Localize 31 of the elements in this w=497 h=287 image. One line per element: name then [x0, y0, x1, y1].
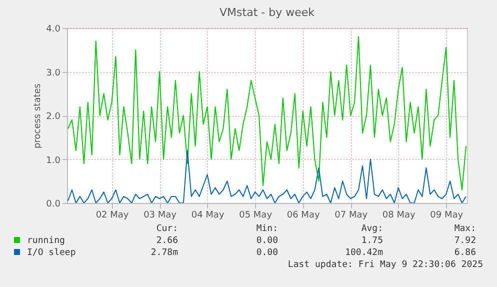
text: 2.78m: [150, 248, 178, 258]
text: Max:: [454, 224, 476, 234]
x-tick-label: 07 May: [334, 210, 368, 220]
y-axis-title: process states: [33, 83, 44, 148]
x-tick-label: 04 May: [191, 210, 225, 220]
y-tick-label: 2.0: [46, 112, 61, 122]
legend-label: running: [27, 236, 65, 246]
x-tick-label: 03 May: [144, 210, 178, 220]
text: 1.75: [361, 236, 383, 246]
text: Cur:: [156, 224, 178, 234]
x-tick-label: 09 May: [430, 210, 464, 220]
text: 0.00: [256, 248, 278, 258]
y-tick-label: 0.0: [46, 200, 61, 210]
text: 2.66: [156, 236, 178, 246]
y-tick-label: 4.0: [46, 24, 61, 34]
text: Last update: Fri May 9 22:30:06 2025: [288, 260, 483, 270]
text: 100.42m: [345, 248, 383, 258]
text: 7.92: [454, 236, 476, 246]
x-tick-label: 02 May: [96, 210, 130, 220]
text: 0.00: [256, 236, 278, 246]
x-tick-label: 08 May: [382, 210, 416, 220]
legend-label: I/O sleep: [27, 248, 76, 258]
y-tick-label: 1.0: [46, 156, 61, 166]
text: Min:: [256, 224, 278, 234]
text: Avg:: [361, 224, 383, 234]
line-series: [67, 36, 467, 190]
x-tick-label: 05 May: [239, 210, 273, 220]
text: 6.86: [454, 248, 476, 258]
y-tick-label: 3.0: [46, 68, 61, 78]
x-tick-label: 06 May: [286, 210, 320, 220]
chart-title: VMstat - by week: [220, 6, 316, 19]
